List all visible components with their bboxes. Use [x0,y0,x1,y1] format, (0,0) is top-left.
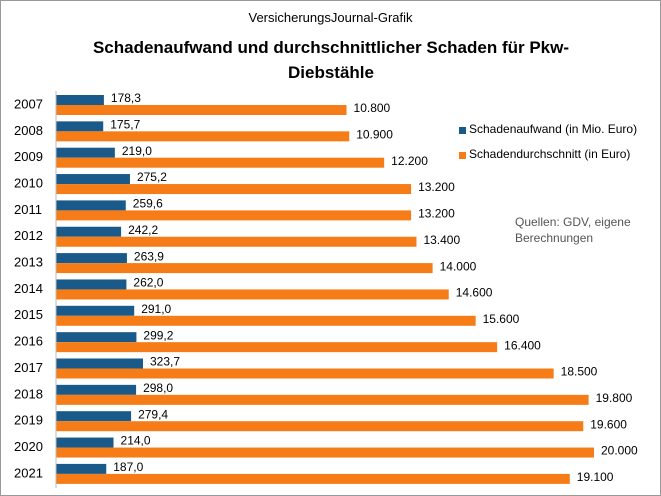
data-label: 323,7 [150,355,180,369]
data-label: 13.200 [418,207,455,221]
data-label: 178,3 [111,91,141,105]
bar [56,253,127,264]
data-label: 18.500 [561,365,598,379]
bar [56,305,135,316]
legend-swatch [459,152,466,159]
data-label: 14.600 [456,286,493,300]
bar [56,463,107,474]
bar [56,157,385,168]
y-tick-label: 2010 [14,175,43,190]
bar [56,447,594,458]
data-label: 20.000 [601,444,638,458]
bar [56,226,122,237]
data-label: 16.400 [504,338,541,352]
data-label: 242,2 [128,223,158,237]
data-label: 13.400 [423,233,460,247]
bar [56,210,412,221]
bar [56,473,570,484]
data-label: 15.600 [483,312,520,326]
y-tick-label: 2017 [14,360,43,375]
data-label: 298,0 [143,381,173,395]
legend-label: Schadenaufwand (in Mio. Euro) [469,122,637,136]
data-label: 214,0 [121,434,151,448]
bar [56,394,589,405]
legend-swatch [459,127,466,134]
bar [56,342,498,353]
data-label: 10.900 [356,128,393,142]
data-label: 263,9 [134,249,164,263]
bar [56,289,449,300]
bar [56,95,104,105]
y-tick-label: 2007 [14,96,43,111]
chart-subtitle: VersicherungsJournal-Grafik [248,10,413,25]
data-label: 12.200 [391,154,428,168]
data-label: 19.800 [596,391,633,405]
bar [56,332,137,343]
bar [56,174,130,185]
bar [56,384,137,395]
data-label: 19.100 [577,470,614,484]
y-tick-label: 2020 [14,439,43,454]
bar [56,105,347,115]
y-tick-label: 2019 [14,413,43,428]
y-tick-label: 2021 [14,465,43,480]
data-label: 10.800 [354,101,391,115]
bar [56,411,132,422]
data-label: 291,0 [141,302,171,316]
data-label: 13.200 [418,180,455,194]
source-note: Quellen: GDV, eigene Berechnungen [515,215,631,245]
data-label: 262,0 [133,276,163,290]
y-tick-label: 2015 [14,307,43,322]
data-label: 259,6 [133,197,163,211]
bar [56,421,584,432]
bar [56,131,350,142]
data-label: 275,2 [137,170,167,184]
data-label: 299,2 [143,328,173,342]
y-tick-label: 2009 [14,149,43,164]
bar [56,368,554,379]
bar [56,121,104,132]
y-tick-label: 2008 [14,123,43,138]
data-label: 219,0 [122,144,152,158]
bar [56,358,143,369]
data-label: 19.600 [590,417,627,431]
y-tick-label: 2014 [14,281,43,296]
chart-title: Schadenaufwand und durchschnittlicher Sc… [92,38,570,82]
bar [56,236,417,247]
legend-label: Schadendurchschnitt (in Euro) [469,147,630,161]
y-tick-label: 2013 [14,255,43,270]
bar [56,184,412,195]
data-label: 14.000 [440,259,477,273]
y-tick-label: 2018 [14,386,43,401]
y-tick-label: 2012 [14,228,43,243]
bar [56,147,115,158]
bar [56,263,433,274]
bar [56,437,114,448]
data-label: 175,7 [110,118,140,132]
bar [56,279,127,290]
data-label: 187,0 [113,460,143,474]
data-label: 279,4 [138,407,168,421]
bar [56,315,476,326]
y-tick-label: 2011 [14,202,42,217]
bar [56,200,126,211]
y-tick-label: 2016 [14,334,43,349]
